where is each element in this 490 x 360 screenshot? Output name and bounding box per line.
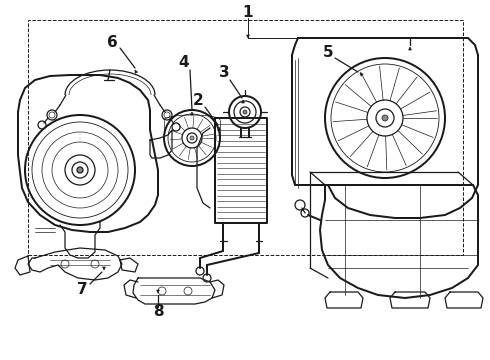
Polygon shape (157, 290, 159, 293)
Circle shape (382, 115, 388, 121)
Text: 7: 7 (77, 283, 87, 297)
Polygon shape (360, 73, 363, 76)
Bar (28, 20, 463, 255)
Circle shape (190, 136, 194, 140)
Polygon shape (191, 112, 194, 115)
Text: 6: 6 (107, 35, 118, 50)
Text: 5: 5 (323, 45, 333, 59)
Text: 3: 3 (219, 64, 229, 80)
Text: 8: 8 (153, 305, 163, 320)
Polygon shape (218, 127, 220, 130)
Polygon shape (135, 70, 138, 73)
Text: 4: 4 (179, 54, 189, 69)
Polygon shape (409, 47, 411, 50)
Text: 1: 1 (243, 5, 253, 19)
Text: 2: 2 (193, 93, 203, 108)
Polygon shape (242, 100, 245, 103)
Polygon shape (246, 35, 249, 38)
Circle shape (77, 167, 83, 173)
Polygon shape (102, 267, 105, 270)
Circle shape (243, 110, 247, 114)
